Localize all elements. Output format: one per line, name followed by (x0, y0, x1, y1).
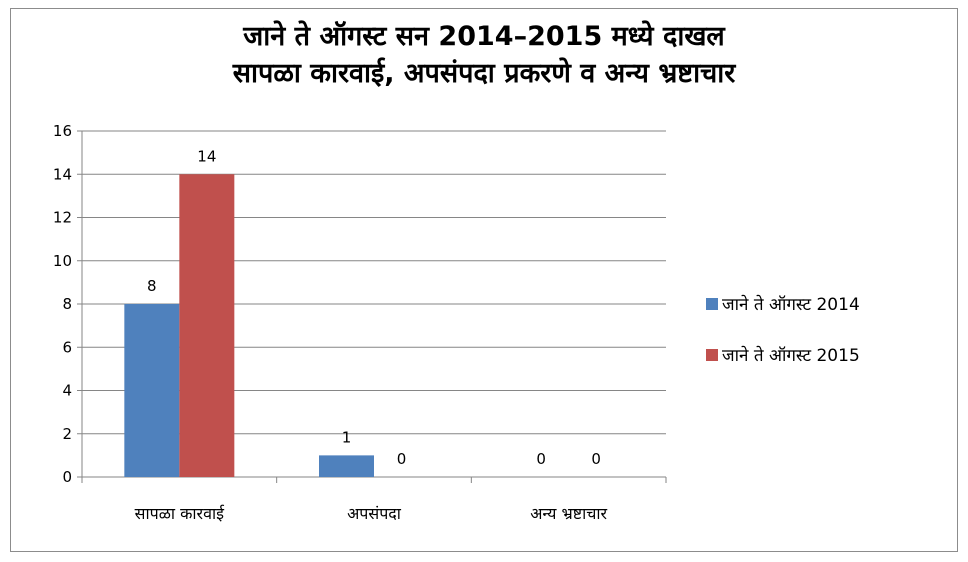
chart-title-line-1: जाने ते ऑगस्ट सन 2014–2015 मध्ये दाखल (243, 21, 725, 52)
y-tick-label-16: 16 (53, 122, 72, 140)
chart-title-line-2: सापळा कारवाई, अपसंपदा प्रकरणे व अन्य भ्र… (232, 58, 736, 89)
bar-series2-cat1 (179, 174, 235, 477)
x-category-label-1: सापळा कारवाई (135, 504, 225, 523)
legend-label-2015: जाने ते ऑगस्ट 2015 (722, 346, 860, 366)
data-label-series2-cat2: 0 (397, 450, 407, 468)
x-category-label-3: अन्य भ्रष्टाचार (530, 504, 607, 523)
legend-label-2014: जाने ते ऑगस्ट 2014 (722, 295, 860, 315)
y-tick-label-4: 4 (62, 382, 72, 400)
data-label-series2-cat1: 14 (197, 147, 216, 165)
y-tick-label-12: 12 (53, 209, 72, 227)
y-tick-label-2: 2 (62, 425, 72, 443)
legend-swatch-2014 (706, 297, 718, 310)
y-tick-label-14: 14 (53, 165, 72, 183)
legend-item-2014: जाने ते ऑगस्ट 2014 (706, 292, 860, 315)
legend-item-2015: जाने ते ऑगस्ट 2015 (706, 343, 860, 366)
y-tick-label-0: 0 (62, 468, 72, 486)
x-category-label-2: अपसंपदा (347, 504, 402, 523)
bar-series1-cat1 (124, 304, 180, 477)
data-label-series2-cat3: 0 (591, 450, 601, 468)
data-label-series1-cat2: 1 (342, 428, 352, 446)
y-tick-label-8: 8 (62, 295, 72, 313)
legend-swatch-2015 (706, 348, 718, 361)
y-tick-label-10: 10 (53, 252, 72, 270)
chart-title: जाने ते ऑगस्ट सन 2014–2015 मध्ये दाखल सा… (0, 18, 968, 92)
y-tick-label-6: 6 (62, 338, 72, 356)
bar-series1-cat2 (319, 455, 374, 477)
data-label-series1-cat3: 0 (536, 450, 546, 468)
data-label-series1-cat1: 8 (147, 277, 157, 295)
